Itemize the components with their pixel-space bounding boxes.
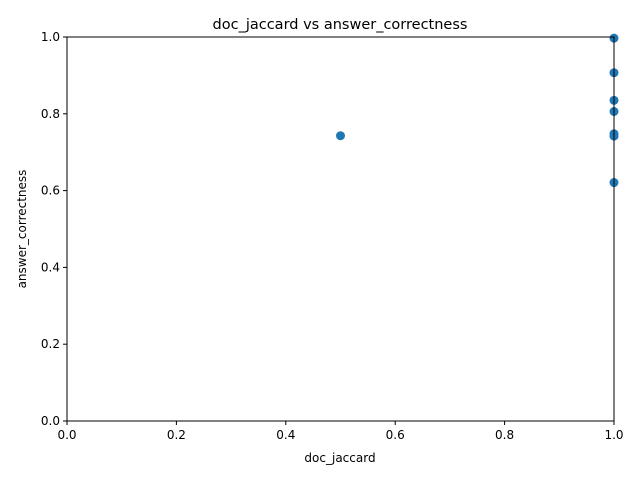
y-tick-label: 0.2 xyxy=(41,337,60,351)
y-tick-label: 1.0 xyxy=(41,30,60,44)
y-tick-label: 0.8 xyxy=(41,107,60,121)
x-tick-label: 1.0 xyxy=(604,428,623,442)
x-tick-label: 0.0 xyxy=(57,428,76,442)
data-point xyxy=(336,131,345,141)
x-axis-label: doc_jaccard xyxy=(304,451,375,465)
y-axis-label: answer_correctness xyxy=(15,170,29,289)
x-tick-label: 0.2 xyxy=(167,428,186,442)
x-tick-label: 0.8 xyxy=(495,428,514,442)
x-axis-ticks: 0.0 0.2 0.4 0.6 0.8 1.0 xyxy=(57,421,624,442)
chart-title: doc_jaccard vs answer_correctness xyxy=(213,17,468,33)
y-tick-label: 0.4 xyxy=(41,260,60,274)
x-tick-label: 0.4 xyxy=(276,428,295,442)
y-axis-ticks: 0.0 0.2 0.4 0.6 0.8 1.0 xyxy=(41,30,67,428)
x-tick-label: 0.6 xyxy=(386,428,405,442)
y-tick-label: 0.0 xyxy=(41,414,60,428)
y-tick-label: 0.6 xyxy=(41,184,60,198)
plot-frame xyxy=(66,36,615,422)
